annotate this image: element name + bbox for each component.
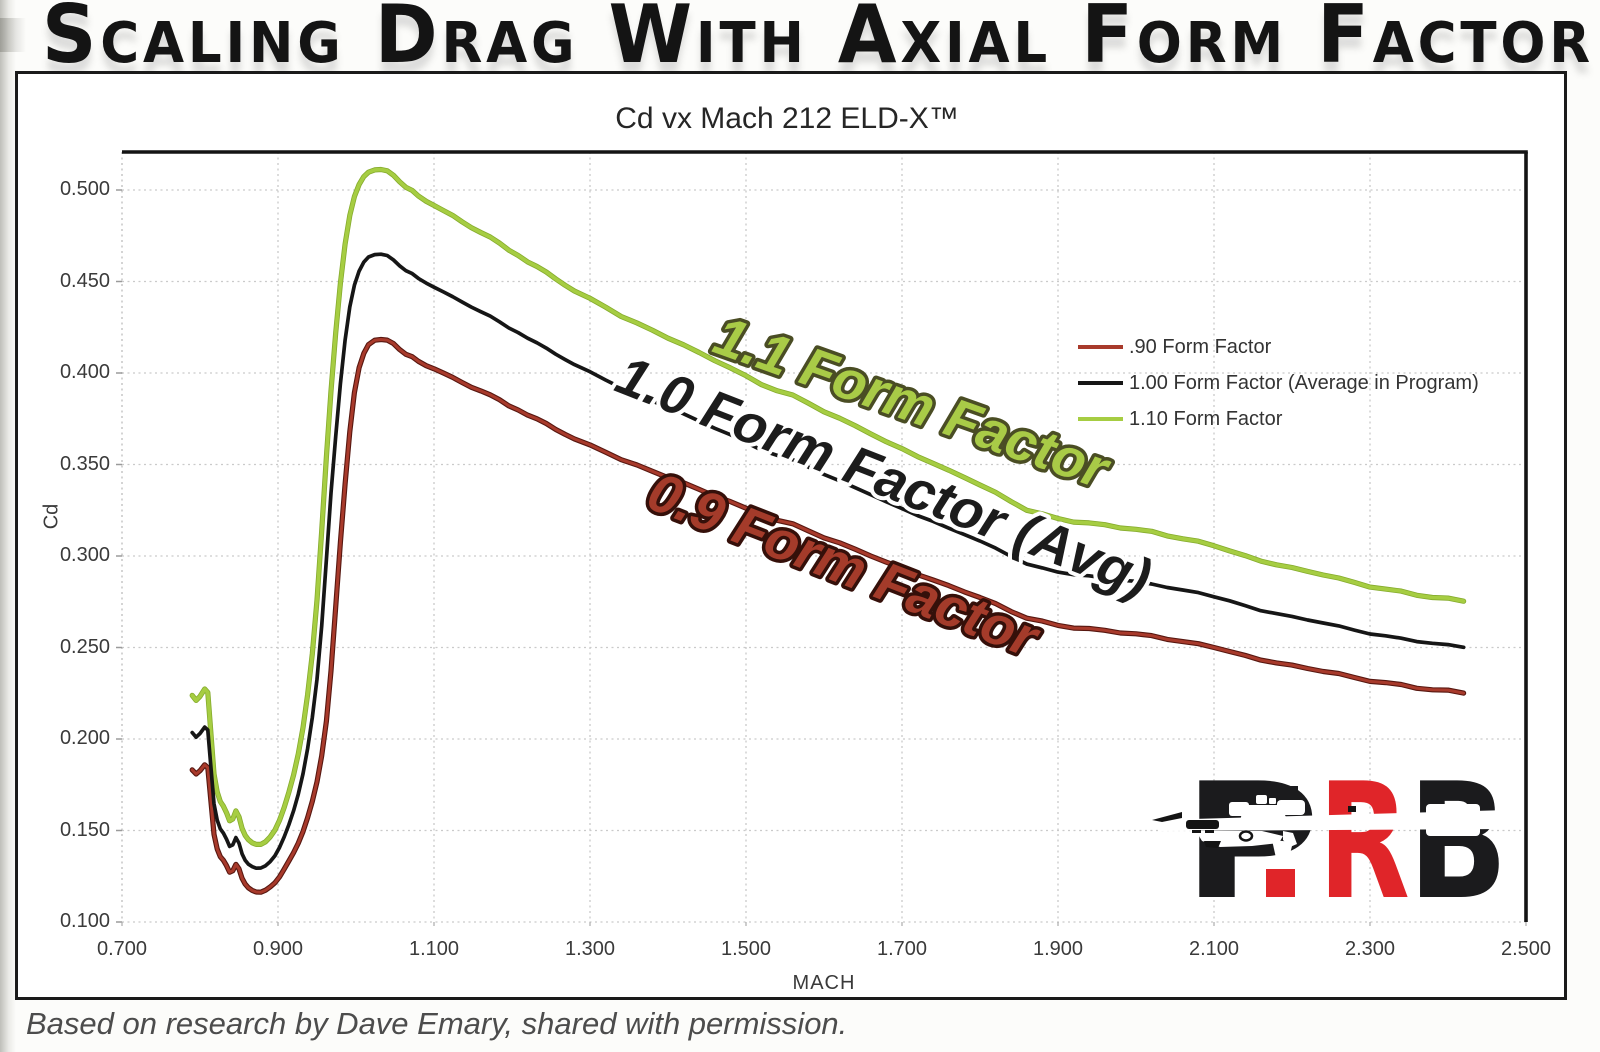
y-tick-label: 0.500 [59,178,110,200]
prb-logo: PRB [1152,748,1508,935]
x-tick-label: 2.300 [1344,938,1396,960]
y-tick-label: 0.100 [59,910,110,932]
y-tick-label: 0.200 [59,727,110,749]
x-tick-label: 1.100 [408,938,460,960]
legend-item: 1.00 Form Factor (Average in Program) [1078,365,1479,401]
logo-letter-R: R [1318,748,1410,935]
y-axis-title: Cd [40,503,63,530]
curve-110-edge [189,166,1467,848]
x-tick-label: 1.700 [876,938,928,960]
chart-frame [15,71,1567,1000]
legend-label-090: .90 Form Factor [1129,335,1272,358]
x-tick-label: 1.500 [720,938,772,960]
x-tick-label: 2.500 [1500,938,1552,960]
page-title: Scaling Drag With Axial Form Factor [41,0,1594,81]
scan-artifact-left [0,0,16,1052]
legend-item: 1.10 Form Factor [1078,401,1479,437]
legend-swatch-100 [1078,381,1123,385]
legend-swatch-110 [1078,417,1123,421]
x-tick-label: 1.300 [564,938,616,960]
legend-label-100: 1.00 Form Factor (Average in Program) [1129,371,1479,394]
rifle-details [1152,806,1356,848]
chart-title: Cd vx Mach 212 ELD-X™ [615,102,959,135]
x-tick-label: 0.900 [252,938,304,960]
y-tick-label: 0.450 [59,269,110,292]
legend-item: .90 Form Factor [1078,329,1479,365]
y-tick-label: 0.300 [59,544,110,566]
x-tick-label: 2.100 [1188,938,1240,960]
y-tick-label: 0.350 [59,452,110,475]
curve-100 [190,252,1466,871]
y-tick-label: 0.150 [59,818,110,841]
legend: .90 Form Factor 1.00 Form Factor (Averag… [1078,329,1479,437]
scan-artifact-corner [0,18,26,52]
legend-swatch-090 [1078,345,1123,349]
legend-label-110: 1.10 Form Factor [1129,407,1283,430]
curve-090 [190,338,1466,894]
logo-letter-B: B [1408,748,1508,935]
logo-suppressor [1426,804,1480,836]
logo-dot [1266,869,1295,897]
x-axis-title: MACH [792,972,856,994]
x-tick-label: 0.700 [96,938,148,960]
y-tick-label: 0.250 [59,635,110,658]
y-tick-label: 0.400 [59,361,110,383]
x-tick-label: 1.900 [1032,938,1084,960]
caption: Based on research by Dave Emary, shared … [26,1006,848,1041]
curve-110 [190,167,1466,847]
